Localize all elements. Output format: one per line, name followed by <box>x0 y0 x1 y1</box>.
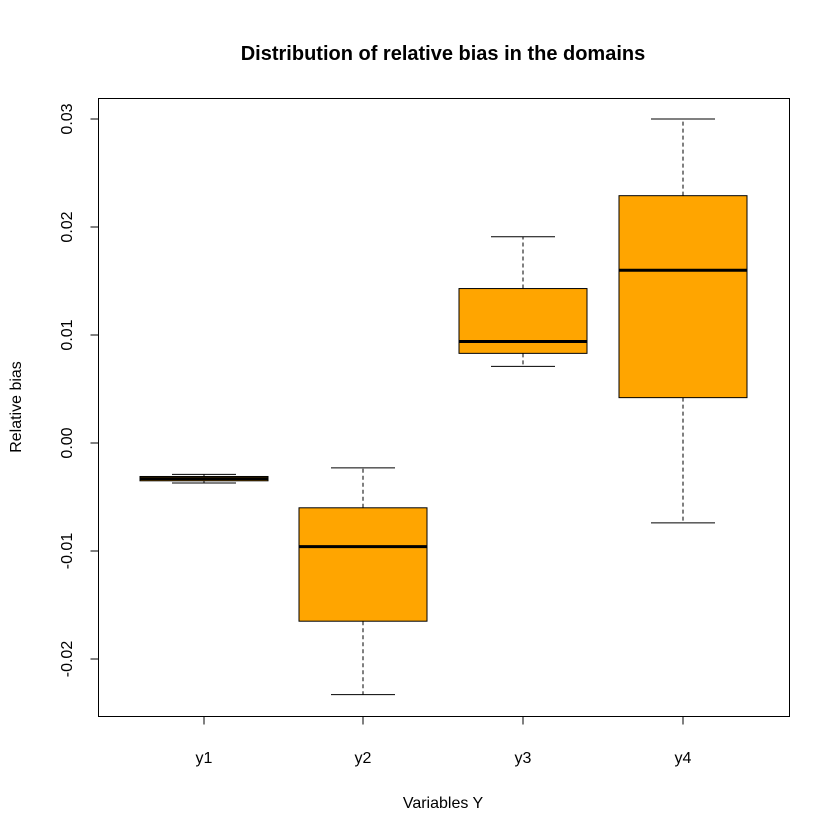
x-tick-label: y3 <box>515 750 532 767</box>
x-tick-label: y4 <box>675 750 692 767</box>
box-y3 <box>458 236 588 367</box>
x-axis: y1 y2 y3 y4 <box>196 716 692 767</box>
box-iqr <box>618 195 748 399</box>
x-tick-label: y1 <box>196 750 213 767</box>
y-axis: -0.02 -0.01 0.00 0.01 0.02 0.03 <box>59 103 99 677</box>
box-y1 <box>139 473 269 484</box>
box-iqr <box>298 507 428 622</box>
y-axis-label: Relative bias <box>8 361 25 453</box>
box-y2 <box>298 467 428 696</box>
x-axis-label: Variables Y <box>403 795 484 812</box>
box-iqr <box>458 288 588 354</box>
chart-title: Distribution of relative bias in the dom… <box>241 43 646 65</box>
boxes-group <box>139 118 748 696</box>
y-tick-label: 0.03 <box>59 103 76 134</box>
plot-area-frame <box>98 98 790 717</box>
x-tick-label: y2 <box>355 750 372 767</box>
y-tick-label: 0.01 <box>59 319 76 350</box>
y-tick-label: -0.01 <box>59 533 76 570</box>
y-tick-label: 0.00 <box>59 427 76 458</box>
y-tick-label: -0.02 <box>59 641 76 678</box>
y-tick-label: 0.02 <box>59 211 76 242</box>
box-y4 <box>618 118 748 524</box>
